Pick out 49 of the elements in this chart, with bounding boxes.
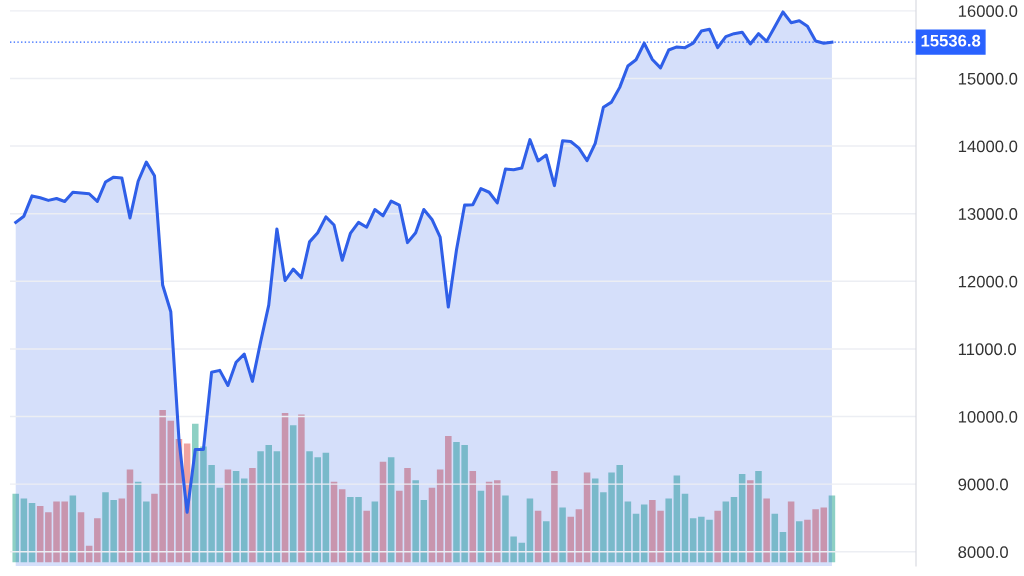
y-tick-label: 14000.0 [958, 140, 1018, 153]
bar [240, 478, 248, 563]
bar [755, 471, 762, 563]
bar [747, 480, 754, 563]
bar [796, 521, 803, 563]
bar [787, 501, 795, 563]
bar [542, 521, 550, 563]
bar [371, 501, 379, 563]
bar [551, 471, 558, 563]
y-tick-label: 8000.0 [958, 546, 1008, 558]
y-tick-label: 13000.0 [958, 208, 1018, 220]
bar [69, 495, 77, 563]
bar [445, 435, 452, 563]
y-tick-label: 12000.0 [958, 275, 1018, 288]
y-tick-label: 15000.0 [958, 72, 1018, 85]
bar [298, 414, 305, 563]
bar [20, 498, 28, 563]
bar [143, 501, 150, 563]
bar [559, 507, 566, 563]
bar [665, 498, 672, 563]
bar [567, 516, 575, 563]
bar [338, 489, 346, 563]
y-tick-label: 16000.0 [958, 5, 1018, 18]
y-tick-label: 10000.0 [958, 410, 1018, 423]
bar [363, 510, 370, 563]
bar [412, 480, 419, 563]
bar [289, 425, 297, 563]
bar [420, 499, 428, 563]
bar [28, 503, 36, 563]
ref-line-label: 15536.8 [921, 34, 981, 47]
bar [216, 487, 224, 563]
bar [730, 496, 738, 563]
bar [249, 467, 256, 563]
bar [526, 498, 534, 563]
bar [624, 501, 632, 563]
bar [477, 490, 485, 563]
bar [118, 498, 126, 563]
bar [494, 480, 501, 563]
bar [12, 493, 19, 563]
y-tick-label: 9000.0 [958, 478, 1008, 491]
bar [428, 487, 436, 563]
y-tick-label: 11000.0 [958, 343, 1017, 356]
bar [763, 498, 770, 563]
bar [722, 501, 730, 563]
bar [681, 493, 689, 563]
bar [828, 495, 836, 563]
bar [714, 510, 721, 563]
bar [36, 506, 44, 563]
bar [94, 518, 101, 563]
